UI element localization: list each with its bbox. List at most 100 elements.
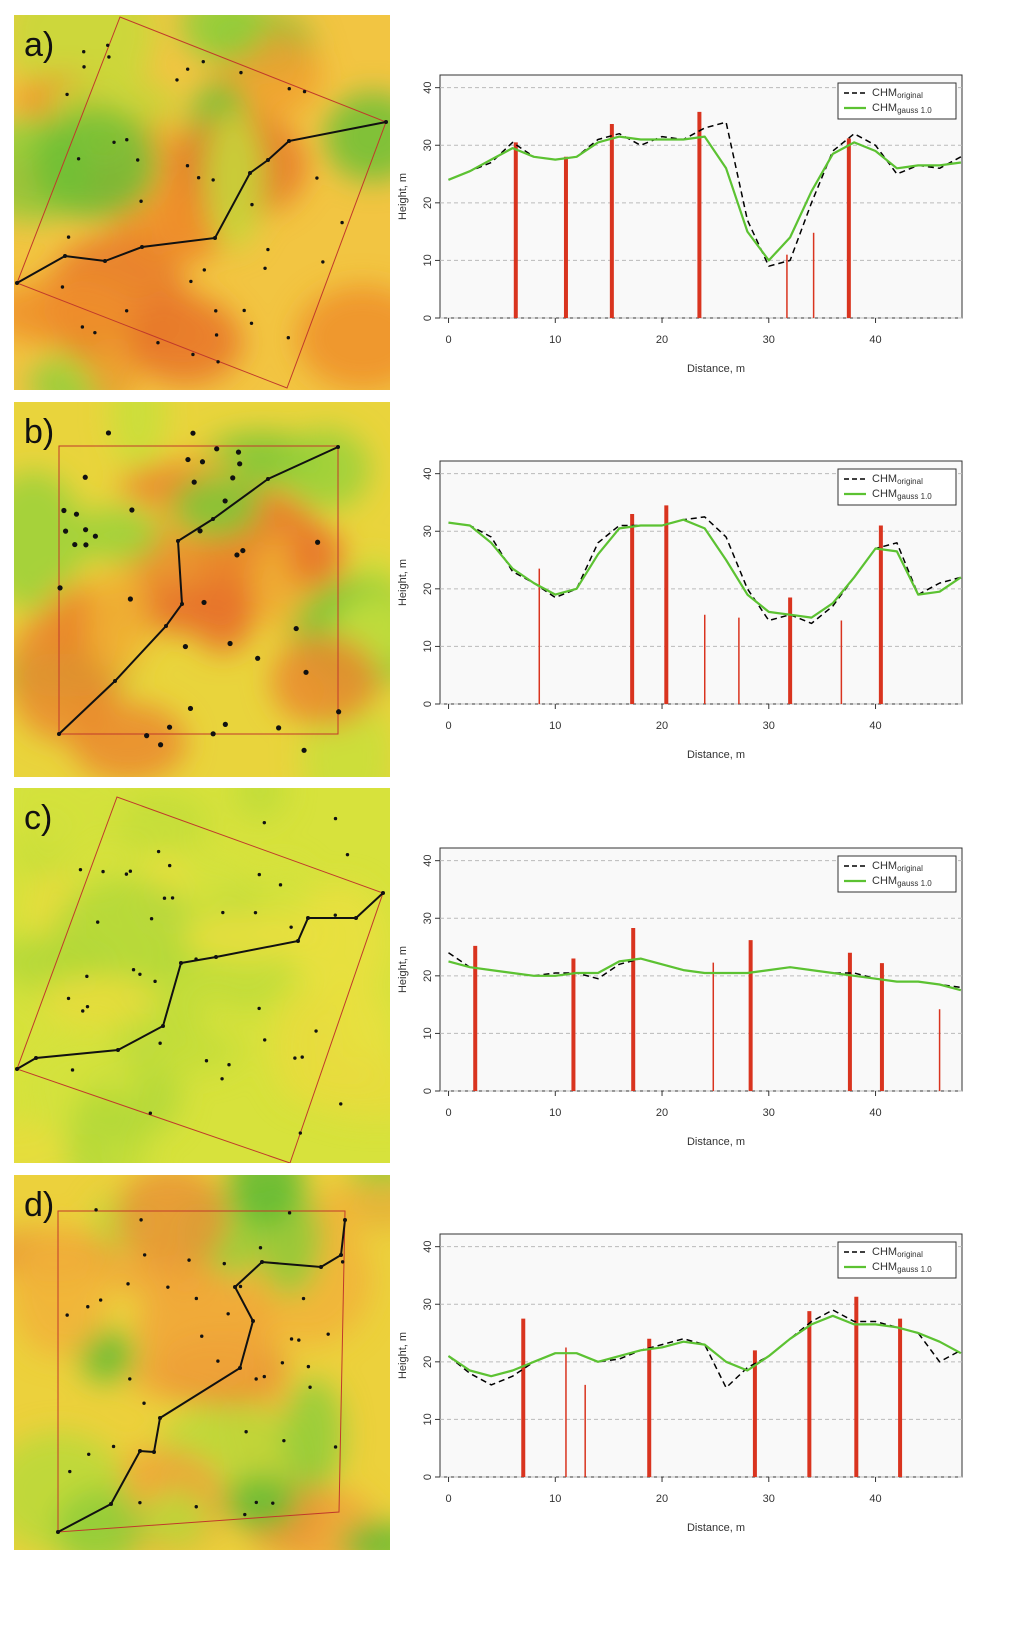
tree-point: [81, 1009, 85, 1013]
y-tick-label: 10: [422, 254, 434, 266]
route-node: [158, 1416, 162, 1420]
tree-point: [289, 925, 293, 929]
tree-point: [170, 896, 175, 900]
route-node: [63, 254, 67, 258]
map-texture: [14, 15, 390, 390]
tree-point: [258, 1246, 263, 1250]
tree-point: [254, 1500, 258, 1505]
route-node: [56, 1530, 60, 1534]
route: [16, 892, 384, 1070]
legend-name: CHM: [872, 1261, 897, 1273]
map-patch: [85, 566, 151, 677]
tree-point: [101, 869, 105, 874]
map-patch: [286, 526, 346, 588]
legend-subscript: gauss 1.0: [897, 106, 932, 115]
map: [14, 15, 390, 390]
legend-box: [837, 82, 957, 120]
tree-point: [340, 1260, 345, 1264]
tree-point: [333, 913, 337, 917]
x-tick-label: 30: [763, 334, 775, 346]
map-patch: [14, 279, 136, 346]
tree-point: [201, 59, 205, 64]
panel-label: b): [24, 413, 54, 451]
tree-point: [300, 1055, 304, 1059]
map-patch: [136, 1271, 275, 1389]
tree-point: [257, 872, 261, 877]
map-patch: [14, 1122, 75, 1163]
x-tick-label: 10: [549, 334, 561, 346]
route-node: [161, 1024, 165, 1028]
legend-box: [837, 855, 957, 893]
tree-point: [250, 202, 254, 207]
y-tick-label: 20: [422, 1356, 434, 1368]
tree-point: [336, 709, 342, 715]
legend-subscript: gauss 1.0: [897, 879, 932, 888]
route-node: [57, 732, 61, 736]
x-tick-label: 30: [763, 720, 775, 732]
tree-point: [149, 916, 154, 921]
tree-point: [204, 1059, 209, 1063]
tree-point: [191, 479, 197, 485]
tree-point: [314, 1029, 318, 1033]
tree-point: [78, 867, 83, 872]
route: [57, 1219, 346, 1533]
y-tick-label: 10: [422, 640, 434, 652]
y-tick-label: 20: [422, 970, 434, 982]
tree-point: [66, 996, 71, 1001]
y-tick-label: 0: [422, 1474, 434, 1480]
tree-point: [142, 1253, 147, 1257]
legend-label: CHMgauss 1.0: [872, 102, 932, 115]
tree-point: [306, 1364, 311, 1369]
series-line: [447, 1314, 962, 1378]
legend-subscript: original: [897, 1250, 923, 1259]
tree-point: [263, 1038, 267, 1042]
map-texture: [14, 788, 390, 1163]
tree-point: [321, 260, 325, 264]
tree-point: [73, 511, 80, 517]
tree-point: [107, 55, 111, 59]
route-node: [211, 517, 215, 521]
series-line: [448, 135, 962, 262]
tree-point: [253, 910, 258, 915]
tree-point: [124, 872, 129, 876]
tree-point: [128, 869, 133, 873]
x-tick-label: 30: [763, 1493, 775, 1505]
route-node: [287, 139, 291, 143]
route-node: [116, 1048, 120, 1052]
route-node: [138, 1449, 142, 1453]
tree-point: [262, 1374, 266, 1379]
tree-point: [197, 528, 203, 534]
tree-point: [156, 849, 161, 854]
tree-point: [333, 1445, 338, 1449]
tree-point: [240, 547, 246, 554]
series-line: [448, 957, 962, 992]
tree-point: [345, 852, 350, 857]
y-tick-label: 30: [422, 912, 434, 924]
legend-subscript: original: [897, 91, 923, 100]
tree-point: [156, 340, 160, 345]
tree-point: [201, 599, 207, 606]
legend-subscript: original: [897, 864, 923, 873]
tree-point: [111, 1444, 116, 1449]
tree-point: [139, 1218, 143, 1222]
map-patch: [114, 1175, 229, 1271]
tree-point: [242, 308, 246, 313]
tree-point: [138, 972, 142, 977]
tree-point: [105, 430, 112, 436]
tree-point: [142, 1401, 146, 1405]
tree-point: [85, 1004, 90, 1009]
tree-point: [339, 1102, 343, 1106]
tree-point: [66, 235, 71, 239]
map-patch: [88, 335, 140, 390]
x-axis-label: Distance, m: [687, 1522, 745, 1534]
tree-point: [227, 640, 233, 647]
tree-point: [214, 333, 219, 337]
map-patch: [341, 1520, 390, 1550]
legend-label: CHMoriginal: [872, 1246, 923, 1259]
map: [14, 1175, 390, 1550]
tree-point: [93, 330, 97, 335]
tree-point: [92, 533, 98, 539]
tree-point: [271, 1501, 275, 1505]
tree-point: [210, 731, 216, 737]
tree-point: [280, 1361, 285, 1365]
